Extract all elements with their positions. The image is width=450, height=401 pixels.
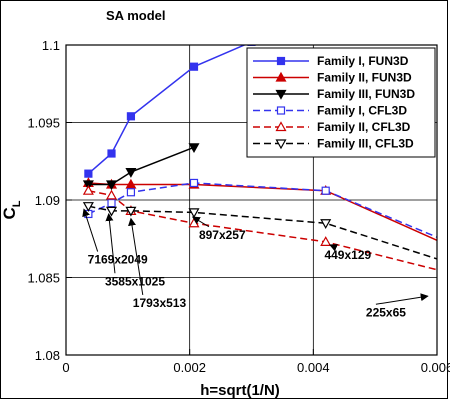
- legend-entry: Family II, FUN3D: [253, 71, 412, 85]
- legend-label: Family III, FUN3D: [317, 87, 415, 101]
- y-tick-label: 1.095: [27, 116, 60, 131]
- series-line: [88, 182, 437, 238]
- data-point: [107, 199, 116, 208]
- annotation-arrow: [128, 217, 144, 296]
- legend-marker: [275, 139, 287, 150]
- data-point: [82, 184, 94, 195]
- legend-label: Family II, CFL3D: [317, 120, 411, 134]
- annotation-arrow: [82, 208, 99, 252]
- data-point: [125, 168, 137, 178]
- data-point: [320, 219, 332, 229]
- data-point: [105, 206, 118, 217]
- y-axis-label-subscript: L: [11, 200, 23, 207]
- data-point: [188, 143, 200, 154]
- annotation-label: 225x65: [366, 305, 406, 319]
- annotation-label: 7169x2049: [88, 253, 148, 267]
- y-axis-label-main: C: [0, 207, 19, 219]
- legend-marker: [275, 121, 287, 132]
- annotation-label: 3585x1025: [105, 274, 165, 288]
- data-point: [107, 149, 116, 158]
- svg-text:CL: CL: [0, 200, 23, 219]
- axis-ticks: 0 0.002 0.004 0.006 1.08 1.085 1.09 1.095 1.1: [27, 38, 450, 375]
- annotation-label: 1793x513: [133, 296, 187, 310]
- x-axis-label: h=sqrt(1/N): [200, 382, 280, 399]
- data-point: [125, 206, 137, 217]
- data-point: [126, 112, 136, 121]
- legend-entry: Family II, CFL3D: [253, 120, 411, 134]
- legend-label: Family II, FUN3D: [317, 71, 412, 85]
- series-group: [82, 143, 200, 191]
- legend-marker: [275, 89, 287, 100]
- series-line: [88, 205, 437, 260]
- series-line: [88, 189, 437, 271]
- series-group: [82, 177, 437, 241]
- data-point: [105, 189, 118, 200]
- data-point: [126, 188, 136, 197]
- x-tick-label: 0.006: [421, 360, 450, 375]
- series-line: [88, 146, 195, 186]
- x-tick-label: 0.004: [297, 360, 330, 375]
- annotation-arrow: [105, 212, 116, 274]
- data-point: [320, 236, 332, 246]
- annotation-arrow: [375, 293, 429, 305]
- legend-entry: Family III, FUN3D: [253, 87, 415, 101]
- annotation-arrow: [329, 244, 339, 252]
- legend-box: [246, 47, 436, 158]
- x-tick-label: 0: [62, 360, 69, 375]
- legend-marker: [276, 106, 286, 115]
- legend-marker: [276, 56, 286, 66]
- series-group: [82, 202, 437, 260]
- x-tick-label: 0.002: [173, 360, 206, 375]
- data-point: [322, 7, 329, 14]
- annotation-arrow: [191, 216, 210, 228]
- y-tick-label: 1.085: [27, 271, 60, 286]
- legend-label: Family I, FUN3D: [317, 54, 409, 68]
- legend-marker: [275, 71, 287, 82]
- y-tick-label: 1.1: [42, 38, 60, 53]
- legend-label: Family III, CFL3D: [317, 137, 414, 151]
- legend-entry: Family III, CFL3D: [253, 137, 414, 151]
- annotation-label: 897x257: [199, 228, 246, 242]
- data-point: [82, 202, 94, 212]
- legend: Family I, FUN3D Family II, FUN3D Family II…: [246, 47, 436, 158]
- data-point: [125, 178, 137, 189]
- legend-entry: Family I, CFL3D: [253, 104, 407, 118]
- y-tick-label: 1.09: [35, 193, 60, 208]
- legend-entry: Family I, FUN3D: [253, 54, 409, 68]
- data-point: [321, 186, 330, 195]
- data-point: [188, 208, 200, 219]
- series-layer: [82, 7, 437, 271]
- data-point: [247, 45, 256, 47]
- legend-label: Family I, CFL3D: [317, 104, 407, 118]
- annotation-label: 449x129: [324, 248, 371, 262]
- data-point: [189, 178, 199, 188]
- data-point: [84, 169, 93, 178]
- chart-title: SA model: [106, 8, 165, 23]
- data-point: [189, 62, 199, 71]
- data-point: [105, 180, 118, 191]
- y-tick-label: 1.08: [35, 348, 60, 363]
- annotation-layer: 7169x2049 3585x1025 1793x513 897x257 449x129…: [82, 208, 429, 319]
- y-axis-label: CL: [0, 200, 23, 219]
